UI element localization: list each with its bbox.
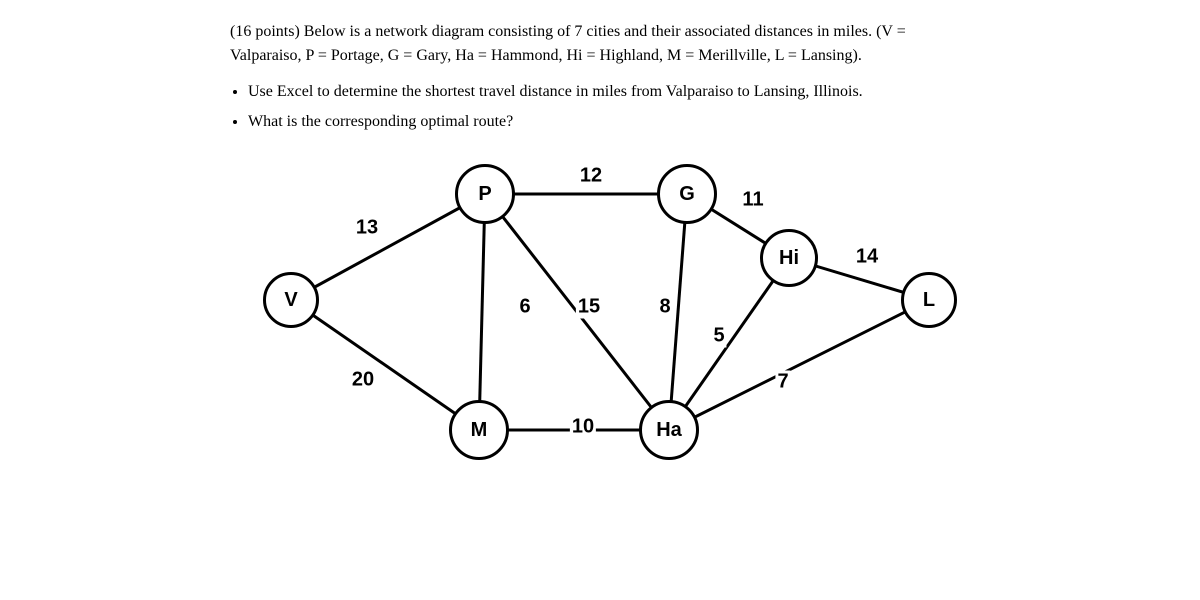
edge-label-P-Ha: 15 xyxy=(576,296,602,319)
edge-label-Hi-L: 14 xyxy=(854,246,880,269)
network-diagram: 132012615108115714VPMGHaHiL xyxy=(255,152,945,482)
node-M: M xyxy=(449,400,509,460)
bullet-2: What is the corresponding optimal route? xyxy=(248,110,970,134)
task-bullets: Use Excel to determine the shortest trav… xyxy=(248,80,970,134)
edge-V-P xyxy=(291,194,485,300)
edge-label-G-Ha: 8 xyxy=(657,296,672,319)
problem-page: (16 points) Below is a network diagram c… xyxy=(0,0,1200,600)
edge-V-M xyxy=(291,300,479,430)
edge-label-V-P: 13 xyxy=(354,217,380,240)
problem-statement: (16 points) Below is a network diagram c… xyxy=(230,20,970,68)
intro-text: Below is a network diagram consisting of… xyxy=(230,23,906,64)
edge-label-Ha-L: 7 xyxy=(775,371,790,394)
node-Hi: Hi xyxy=(760,229,818,287)
edge-Ha-L xyxy=(669,300,929,430)
edge-label-P-M: 6 xyxy=(517,296,532,319)
points-prefix: (16 points) xyxy=(230,23,304,40)
edge-label-V-M: 20 xyxy=(350,369,376,392)
edge-label-P-G: 12 xyxy=(578,165,604,188)
edge-label-M-Ha: 10 xyxy=(570,416,596,439)
node-L: L xyxy=(901,272,957,328)
node-Ha: Ha xyxy=(639,400,699,460)
node-V: V xyxy=(263,272,319,328)
bullet-1: Use Excel to determine the shortest trav… xyxy=(248,80,970,104)
edge-label-G-Hi: 11 xyxy=(740,189,765,212)
edge-Ha-Hi xyxy=(669,258,789,430)
node-G: G xyxy=(657,164,717,224)
edge-P-M xyxy=(479,194,485,430)
edge-label-Ha-Hi: 5 xyxy=(711,325,726,348)
node-P: P xyxy=(455,164,515,224)
